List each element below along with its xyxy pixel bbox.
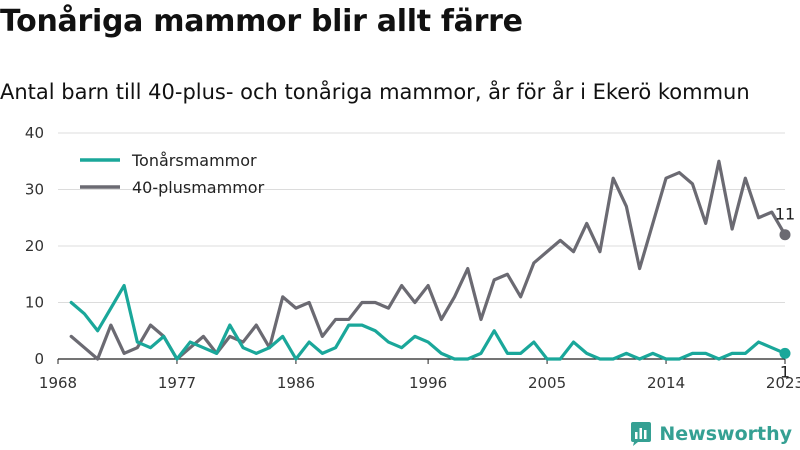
series-line-40-plusmammor	[69, 159, 787, 361]
x-tick-label: 2014	[647, 374, 685, 392]
series-line-tonårsmammor	[69, 283, 787, 361]
y-tick-label: 20	[25, 237, 44, 255]
end-markers: 111	[775, 205, 795, 382]
y-axis-ticks: 0 10 20 30 40	[25, 124, 44, 368]
end-marker	[779, 229, 791, 241]
chart-subtitle: Antal barn till 40-plus- och tonåriga ma…	[0, 80, 750, 104]
y-tick-label: 0	[34, 350, 44, 368]
end-value-label: 1	[780, 362, 790, 381]
x-axis-ticks: 1968 1977 1986 1996 2005 2014 2023	[39, 359, 800, 392]
legend-label: Tonårsmammor	[131, 151, 257, 170]
series-lines	[69, 159, 787, 361]
newsworthy-logo-icon	[631, 422, 652, 446]
y-tick-label: 10	[25, 294, 44, 312]
brand-name: Newsworthy	[659, 423, 792, 445]
legend: Tonårsmammor 40-plusmammor	[80, 151, 265, 197]
x-tick-label: 1977	[158, 374, 196, 392]
y-tick-label: 30	[25, 181, 44, 199]
x-tick-label: 1996	[409, 374, 447, 392]
x-tick-label: 2023	[766, 374, 800, 392]
chart-title: Tonåriga mammor blir allt färre	[0, 4, 523, 39]
legend-label: 40-plusmammor	[132, 178, 265, 197]
end-value-label: 11	[775, 205, 795, 224]
x-tick-label: 1968	[39, 374, 77, 392]
x-tick-label: 2005	[528, 374, 566, 392]
end-marker	[779, 347, 791, 359]
brand-logo: Newsworthy	[629, 420, 792, 448]
y-tick-label: 40	[25, 124, 44, 142]
x-tick-label: 1986	[277, 374, 315, 392]
